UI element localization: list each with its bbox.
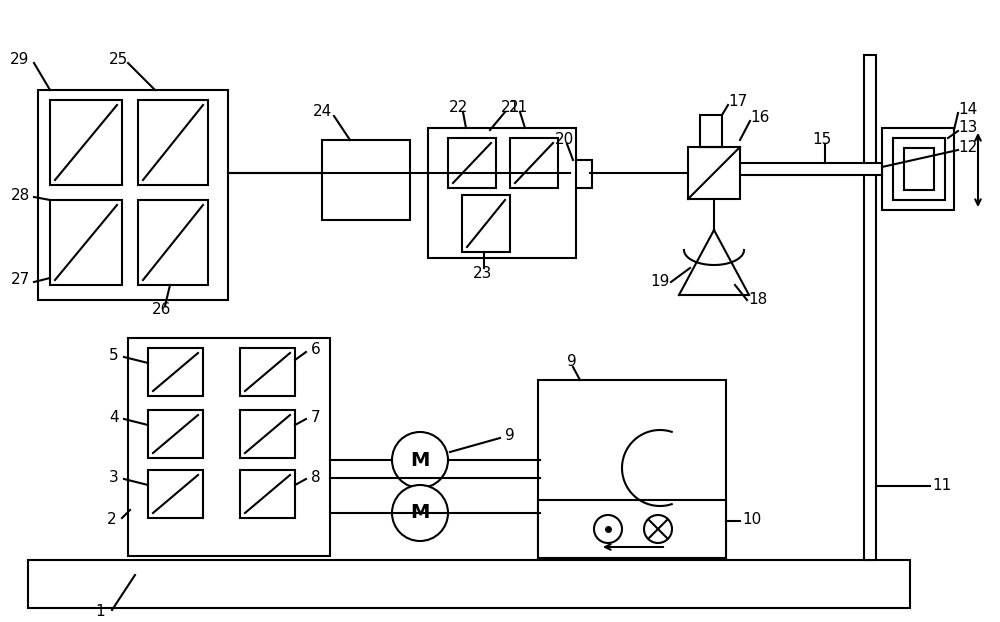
Text: 3: 3 bbox=[109, 470, 119, 485]
Text: 5: 5 bbox=[109, 348, 119, 363]
Bar bbox=[138, 100, 208, 185]
Bar bbox=[462, 195, 510, 252]
Bar bbox=[240, 348, 295, 396]
Text: 26: 26 bbox=[152, 302, 172, 317]
Bar bbox=[448, 138, 496, 188]
Bar bbox=[688, 147, 740, 199]
Bar bbox=[322, 140, 410, 220]
Text: 24: 24 bbox=[312, 104, 332, 119]
Bar bbox=[893, 138, 945, 200]
Text: 8: 8 bbox=[311, 470, 321, 485]
Text: 11: 11 bbox=[932, 478, 952, 493]
Text: 12: 12 bbox=[958, 141, 978, 156]
Bar bbox=[50, 200, 122, 285]
Text: 21: 21 bbox=[500, 101, 520, 116]
Text: 7: 7 bbox=[311, 409, 321, 424]
Text: 13: 13 bbox=[958, 121, 978, 136]
Text: 9: 9 bbox=[505, 427, 515, 442]
Circle shape bbox=[392, 432, 448, 488]
Text: 18: 18 bbox=[748, 292, 768, 307]
Text: 29: 29 bbox=[10, 52, 30, 68]
Text: 17: 17 bbox=[728, 95, 748, 109]
Bar bbox=[882, 128, 954, 210]
Bar bbox=[240, 470, 295, 518]
Text: 2: 2 bbox=[107, 513, 117, 527]
Bar bbox=[735, 163, 882, 175]
Text: 20: 20 bbox=[554, 132, 574, 147]
Text: 21: 21 bbox=[508, 101, 528, 116]
Text: 19: 19 bbox=[650, 274, 670, 289]
Bar bbox=[128, 338, 330, 556]
Text: 9: 9 bbox=[567, 355, 577, 369]
Text: 10: 10 bbox=[742, 513, 762, 527]
Circle shape bbox=[594, 515, 622, 543]
Circle shape bbox=[644, 515, 672, 543]
Bar bbox=[148, 348, 203, 396]
Bar bbox=[700, 115, 722, 147]
Text: 1: 1 bbox=[95, 605, 105, 620]
Bar bbox=[538, 380, 726, 558]
Circle shape bbox=[392, 485, 448, 541]
Text: 15: 15 bbox=[812, 132, 832, 147]
Bar bbox=[864, 55, 876, 560]
Bar bbox=[570, 160, 592, 188]
Text: 14: 14 bbox=[958, 103, 978, 118]
Bar bbox=[148, 410, 203, 458]
Text: 16: 16 bbox=[750, 111, 770, 126]
Bar bbox=[428, 128, 576, 258]
Bar bbox=[240, 410, 295, 458]
Text: 27: 27 bbox=[10, 272, 30, 287]
Bar bbox=[28, 560, 910, 608]
Text: 22: 22 bbox=[448, 101, 468, 116]
Text: 25: 25 bbox=[108, 52, 128, 68]
Bar bbox=[510, 138, 558, 188]
Bar bbox=[904, 148, 934, 190]
Text: 4: 4 bbox=[109, 409, 119, 424]
Bar bbox=[148, 470, 203, 518]
Bar bbox=[538, 500, 726, 558]
Text: M: M bbox=[410, 450, 430, 470]
Text: 28: 28 bbox=[10, 187, 30, 203]
Text: 23: 23 bbox=[473, 266, 493, 281]
Text: M: M bbox=[410, 503, 430, 522]
Bar bbox=[38, 90, 228, 300]
Bar bbox=[50, 100, 122, 185]
Bar bbox=[138, 200, 208, 285]
Text: 6: 6 bbox=[311, 343, 321, 358]
